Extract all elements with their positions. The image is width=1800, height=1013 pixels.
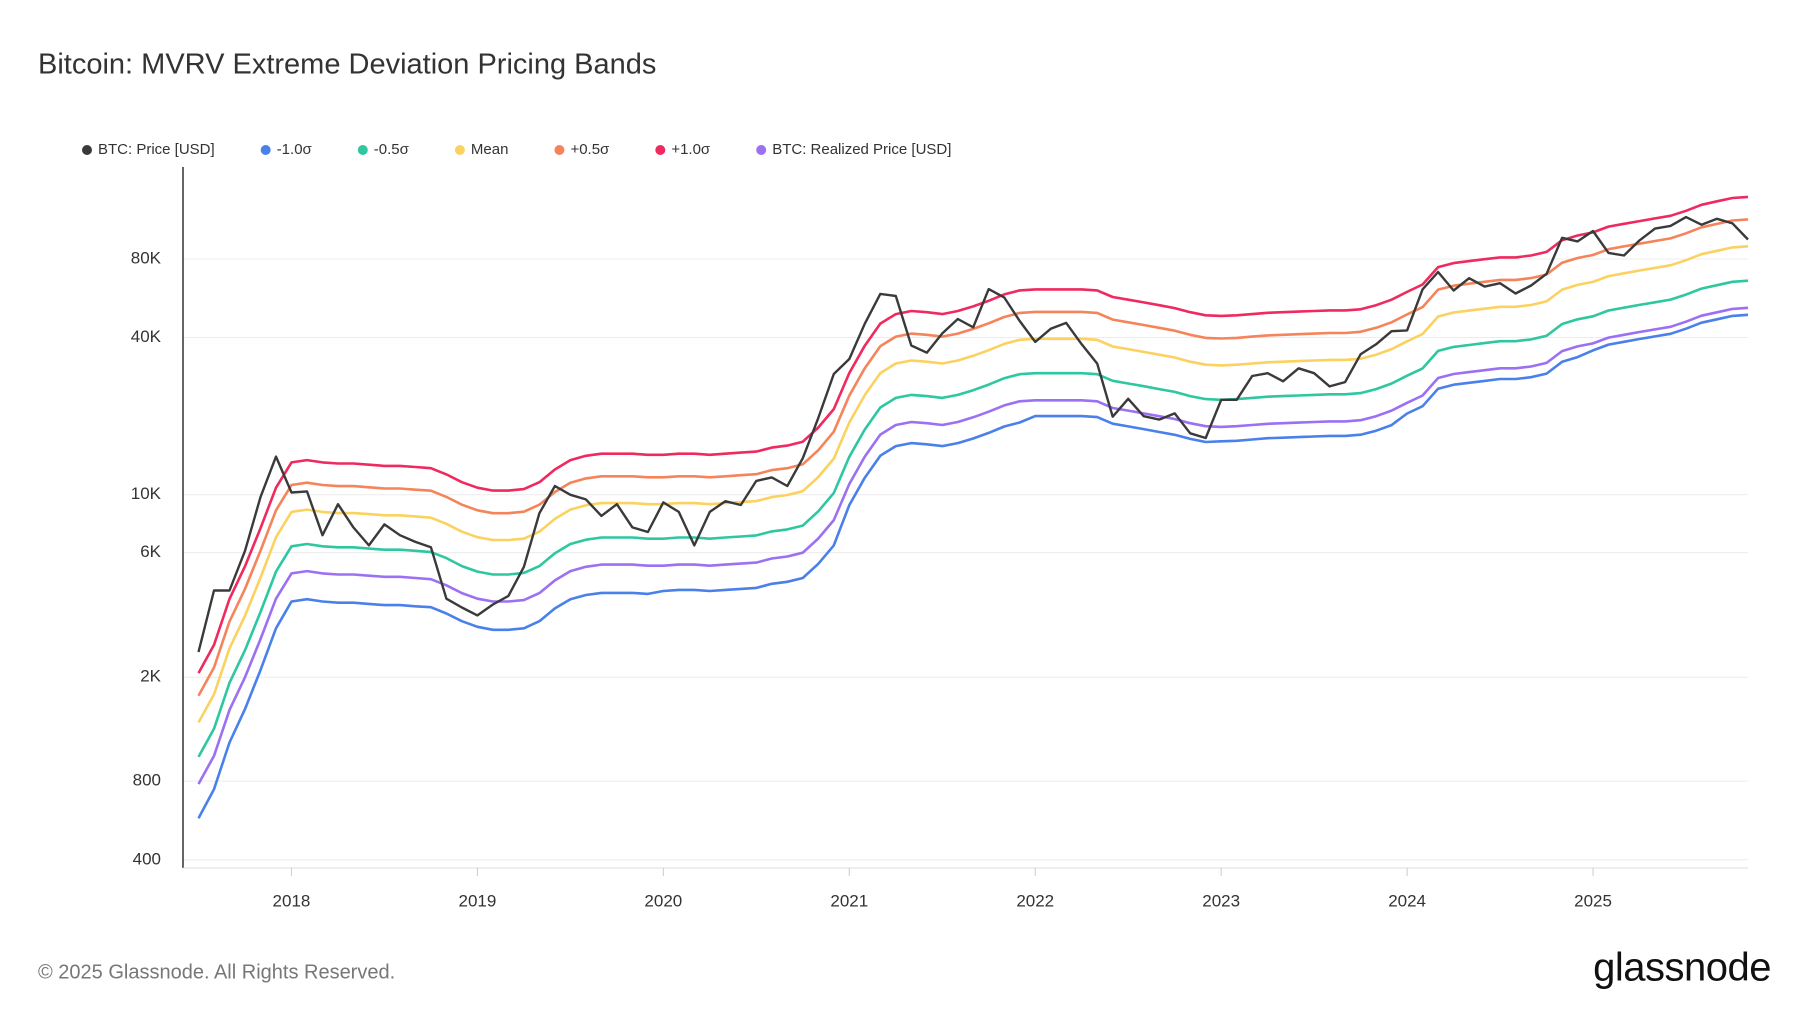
x-tick-label: 2019 [458,891,496,910]
band-line [197,245,1749,724]
x-tick-label: 2024 [1388,891,1426,910]
legend-label: -1.0σ [277,141,313,158]
legend-label: BTC: Price [USD] [98,141,215,158]
price-line [197,215,1749,653]
legend-marker [756,145,767,155]
y-tick-label: 10K [131,484,162,503]
y-tick-label: 80K [131,248,162,267]
legend-marker [260,145,271,155]
legend-marker [454,145,465,155]
legend-label: +1.0σ [671,141,711,158]
legend-marker [82,145,92,155]
legend-label: -0.5σ [374,141,410,158]
band-line [197,218,1749,697]
legend-label: BTC: Realized Price [USD] [772,141,951,158]
band-line [197,306,1749,785]
band-line [197,279,1749,758]
x-tick-label: 2023 [1202,891,1240,910]
x-tick-label: 2025 [1574,891,1612,910]
band-line [197,195,1749,674]
legend: BTC: Price [USD] -1.0σ -0.5σ Mean +0.5σ +1.0σ… [82,141,951,158]
legend-marker [357,145,368,155]
legend-label: Mean [471,141,509,158]
y-tick-label: 6K [140,542,161,561]
x-tick-label: 2022 [1016,891,1054,910]
y-tick-label: 2K [140,667,161,686]
band-line [197,313,1749,819]
copyright: © 2025 Glassnode. All Rights Reserved. [38,961,395,983]
plot: 400 800 2K 6K 10K 40K 80K 2018 2019 2020 2021 2022 2… [131,167,1749,910]
x-tick-label: 2021 [830,891,868,910]
legend-marker [554,145,565,155]
y-tick-label: 400 [133,849,161,868]
chart-title: Bitcoin: MVRV Extreme Deviation Pricing … [38,49,656,81]
brand-logo: glassnode [1593,946,1771,990]
legend-label: +0.5σ [570,141,610,158]
y-tick-label: 800 [133,771,161,790]
y-tick-label: 40K [131,327,162,346]
x-tick-label: 2018 [273,891,311,910]
x-tick-label: 2020 [644,891,682,910]
legend-marker [655,145,666,155]
